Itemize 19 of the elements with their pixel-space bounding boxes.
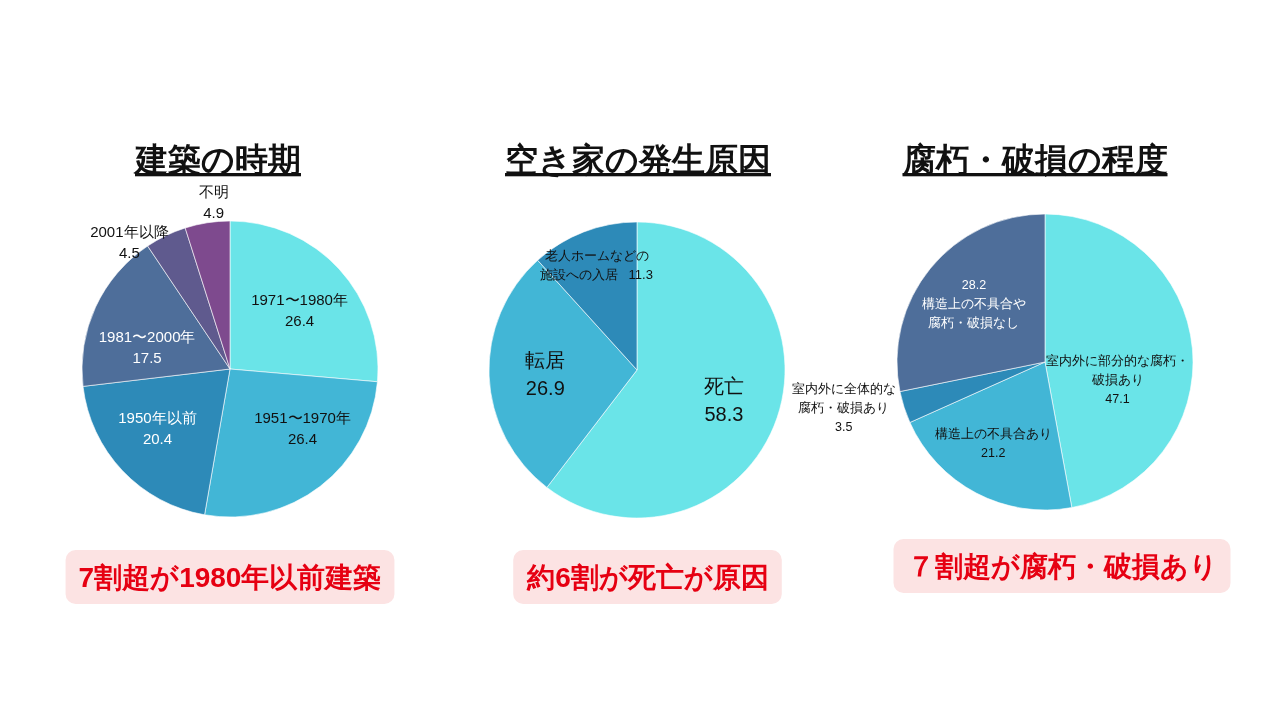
caption: 7割超が1980年以前建築 [65,550,395,604]
data-label: 1950年以前 20.4 [118,409,197,448]
data-label: 不明 4.9 [198,182,229,221]
data-label: 室内外に部分的な腐朽・破損あり 47.1 [1046,354,1189,407]
data-label: 老人ホームなどの施設への入居 11.3 [540,248,653,283]
data-label: 転居 26.9 [525,348,566,399]
caption: 約6割が死亡が原因 [513,550,782,604]
title: 空き家の発生原因 [505,141,771,178]
caption: ７割超が腐朽・破損あり [893,539,1231,593]
title: 建築の時期 [135,141,301,178]
data-label: 1951〜1970年 26.4 [254,409,351,448]
data-label: 1981〜2000年 17.5 [98,327,196,366]
data-label: 28.2 構造上の不具合や腐朽・破損なし [921,278,1026,331]
data-label: 死亡 58.3 [703,374,744,425]
data-label: 構造上の不具合あり 21.2 [934,427,1052,461]
data-label: 1971〜1980年 26.4 [251,290,348,329]
data-label: 室内外に全体的な腐朽・破損あり 3.5 [791,382,896,435]
title: 腐朽・破損の程度 [902,141,1168,178]
data-label: 2001年以降 4.5 [90,222,169,261]
